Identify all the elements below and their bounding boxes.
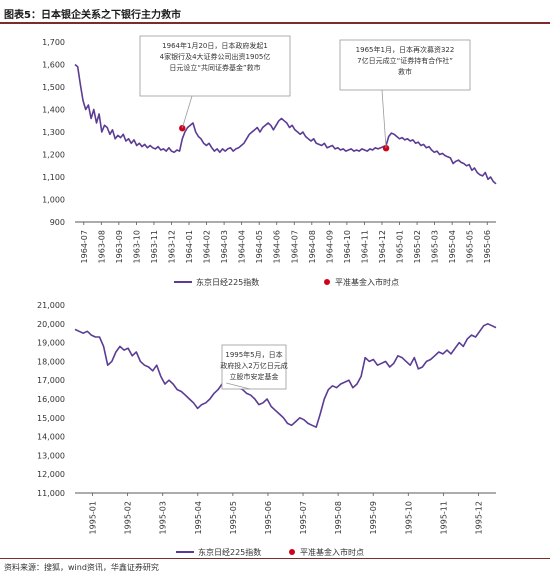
x-tick-label: 1995-08 (334, 501, 343, 534)
series-line (74, 323, 497, 428)
x-tick-label: 1995-07 (299, 501, 308, 534)
x-tick-label: 1965-02 (413, 230, 422, 263)
nikkei-1964-chart: 900 1,000 1,100 1,200 1,300 1,400 1,500 1,600 1,… (42, 35, 497, 287)
legend-series-label: 东京日经225指数 (196, 277, 259, 287)
annotation-leader (226, 382, 251, 390)
x-tick-label: 1995-05 (229, 501, 238, 534)
annotation-leader (181, 95, 193, 129)
annotation-leader (381, 89, 387, 149)
x-tick-label: 1964-05 (255, 230, 264, 263)
x-tick-label: 1963-12 (167, 230, 176, 263)
x-tick-label: 1963-11 (150, 230, 159, 263)
y-tick-label: 17,000 (37, 376, 65, 385)
y-tick-label: 1,000 (42, 196, 65, 205)
annotation-text: 4家银行及4大证券公司出资1905亿 (160, 52, 271, 61)
source-note: 资料来源：搜狐，wind资讯，华鑫证券研究 (4, 563, 159, 572)
y-tick-label: 12,000 (37, 470, 65, 479)
x-tick-label: 1995-12 (474, 501, 483, 534)
x-tick-label: 1964-01 (185, 230, 194, 263)
legend-marker-label: 平准基金入市时点 (335, 277, 399, 287)
y-tick-label: 1,100 (42, 173, 65, 182)
annotation-text: 1995年5月，日本 (225, 350, 282, 359)
annotation-text: 救市 (398, 67, 412, 76)
y-tick-label: 1,700 (42, 38, 65, 47)
x-tick-label: 1964-11 (360, 230, 369, 263)
title-rule (0, 22, 550, 24)
annotation-box (221, 344, 287, 390)
x-tick-label: 1964-02 (203, 230, 212, 263)
x-tick-label: 1964-12 (378, 230, 387, 263)
legend-marker-swatch (324, 279, 330, 285)
y-tick-label: 1,300 (42, 128, 65, 137)
x-tick-label: 1965-01 (396, 230, 405, 263)
x-tick-label: 1963-10 (132, 230, 141, 263)
x-tick-label: 1963-08 (97, 230, 106, 263)
x-tick-label: 1965-03 (431, 230, 440, 263)
x-tick-label: 1995-04 (194, 501, 203, 534)
y-tick-label: 1,200 (42, 151, 65, 160)
annotation-text: 立股市安定基金 (230, 372, 279, 381)
x-tick-label: 1964-07 (80, 230, 89, 263)
y-tick-label: 1,600 (42, 61, 65, 70)
y-tick-label: 14,000 (37, 433, 65, 442)
y-tick-label: 20,000 (37, 320, 65, 329)
x-tick-label: 1995-02 (124, 501, 133, 534)
x-tick-label: 1995-01 (89, 501, 98, 534)
x-tick-label: 1964-07 (290, 230, 299, 263)
annotation-text: 1964年1月20日，日本政府发起1 (162, 41, 268, 50)
annotation-text: 日元设立“共同证券基金”救市 (169, 63, 260, 72)
y-tick-label: 19,000 (37, 339, 65, 348)
x-tick-label: 1963-09 (115, 230, 124, 263)
y-tick-label: 16,000 (37, 395, 65, 404)
y-tick-label: 11,000 (37, 489, 65, 498)
y-tick-label: 15,000 (37, 414, 65, 423)
annotation-box (339, 39, 471, 91)
annotation-text: 7亿日元成立“证券持有合作社” (357, 56, 453, 65)
x-tick-label: 1995-11 (439, 501, 448, 534)
x-tick-label: 1995-03 (159, 501, 168, 534)
legend-series-label: 东京日经225指数 (198, 547, 261, 557)
x-tick-label: 1995-09 (369, 501, 378, 534)
x-tick-label: 1995-06 (264, 501, 273, 534)
annotation-box (139, 35, 291, 97)
y-tick-label: 1,400 (42, 106, 65, 115)
y-tick-label: 18,000 (37, 357, 65, 366)
legend-marker-swatch (289, 549, 295, 555)
x-tick-label: 1964-06 (273, 230, 282, 263)
x-tick-label: 1964-03 (220, 230, 229, 263)
y-tick-label: 900 (50, 218, 65, 227)
x-tick-label: 1964-04 (238, 230, 247, 263)
x-tick-label: 1965-05 (466, 230, 475, 263)
figure-title: 图表5：日本银企关系之下银行主力救市 (4, 10, 181, 21)
y-tick-label: 13,000 (37, 451, 65, 460)
y-tick-label: 1,500 (42, 83, 65, 92)
x-tick-label: 1965-04 (448, 230, 457, 263)
x-tick-label: 1964-09 (325, 230, 334, 263)
x-tick-label: 1964-10 (343, 230, 352, 263)
series-line (74, 63, 497, 185)
y-tick-label: 21,000 (37, 301, 65, 310)
x-tick-label: 1965-06 (483, 230, 492, 263)
source-rule (0, 558, 550, 559)
legend-marker-label: 平准基金入市时点 (300, 547, 364, 557)
annotation-text: 1965年1月，日本再次募资322 (356, 45, 455, 54)
x-tick-label: 1995-10 (404, 501, 413, 534)
annotation-text: 政府投入2万亿日元成 (220, 361, 287, 370)
nikkei-1995-chart: 11,000 12,000 13,000 14,000 15,000 16,000 17,0… (37, 301, 497, 557)
x-tick-label: 1964-08 (308, 230, 317, 263)
